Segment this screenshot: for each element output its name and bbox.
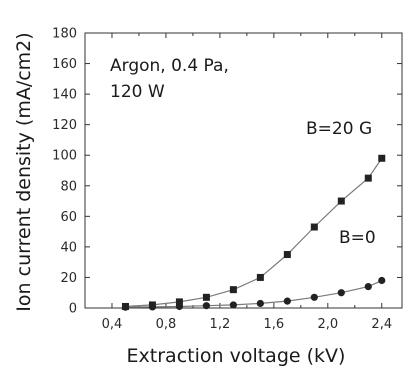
data-point-circle bbox=[175, 302, 184, 311]
y-tick-label: 180 bbox=[52, 27, 77, 42]
y-axis-title: Ion current density (mA/cm2) bbox=[13, 32, 35, 311]
y-tick-label: 140 bbox=[52, 88, 77, 103]
data-point-circle bbox=[337, 289, 345, 297]
data-point-circle bbox=[229, 301, 237, 309]
data-point-square bbox=[337, 197, 345, 205]
plot-area bbox=[84, 32, 403, 309]
x-tick-label: 1,2 bbox=[210, 317, 231, 332]
y-tick-label: 20 bbox=[60, 271, 77, 286]
annotation-line-1: Argon, 0.4 Pa, bbox=[110, 56, 229, 76]
data-point-square bbox=[175, 298, 183, 306]
y-tick-label: 100 bbox=[52, 149, 77, 164]
y-tick-label: 60 bbox=[60, 210, 77, 225]
data-point-square bbox=[229, 286, 237, 294]
y-tick-label: 0 bbox=[69, 302, 77, 317]
data-point-square bbox=[256, 273, 264, 281]
plot-frame bbox=[84, 32, 403, 309]
data-point-circle bbox=[148, 303, 157, 311]
data-point-square bbox=[202, 293, 210, 301]
x-tick-label: 0,4 bbox=[102, 317, 123, 332]
y-tick-label: 160 bbox=[52, 57, 77, 72]
data-point-square bbox=[378, 154, 386, 162]
data-point-square bbox=[310, 223, 318, 231]
y-tick-label: 40 bbox=[60, 240, 77, 255]
data-point-square bbox=[283, 251, 291, 259]
axis-ticks: 0 20 40 60 80 100 120 140 160 180 0,4 0,8 1,2 1,6 2,0 2… bbox=[52, 27, 402, 332]
data-point-circle bbox=[310, 293, 318, 301]
x-tick-label: 1,6 bbox=[264, 317, 285, 332]
data-point-circle bbox=[378, 276, 386, 285]
annotation-line-2: 120 W bbox=[110, 82, 165, 102]
series-label-b0: B=0 bbox=[339, 228, 376, 248]
x-axis-title: Extraction voltage (kV) bbox=[127, 345, 346, 367]
data-point-square bbox=[364, 174, 372, 182]
data-series bbox=[121, 154, 386, 311]
data-point-circle bbox=[283, 297, 291, 305]
data-point-circle bbox=[256, 299, 264, 308]
data-point-circle bbox=[364, 283, 372, 291]
data-point-circle bbox=[121, 303, 130, 311]
x-tick-label: 2,4 bbox=[371, 317, 392, 332]
y-tick-label: 120 bbox=[52, 118, 77, 133]
series-label-b20: B=20 G bbox=[306, 119, 372, 139]
y-tick-label: 80 bbox=[60, 179, 77, 194]
data-point-circle bbox=[202, 302, 211, 310]
x-tick-label: 0,8 bbox=[156, 317, 177, 332]
x-tick-label: 2,0 bbox=[317, 317, 338, 332]
